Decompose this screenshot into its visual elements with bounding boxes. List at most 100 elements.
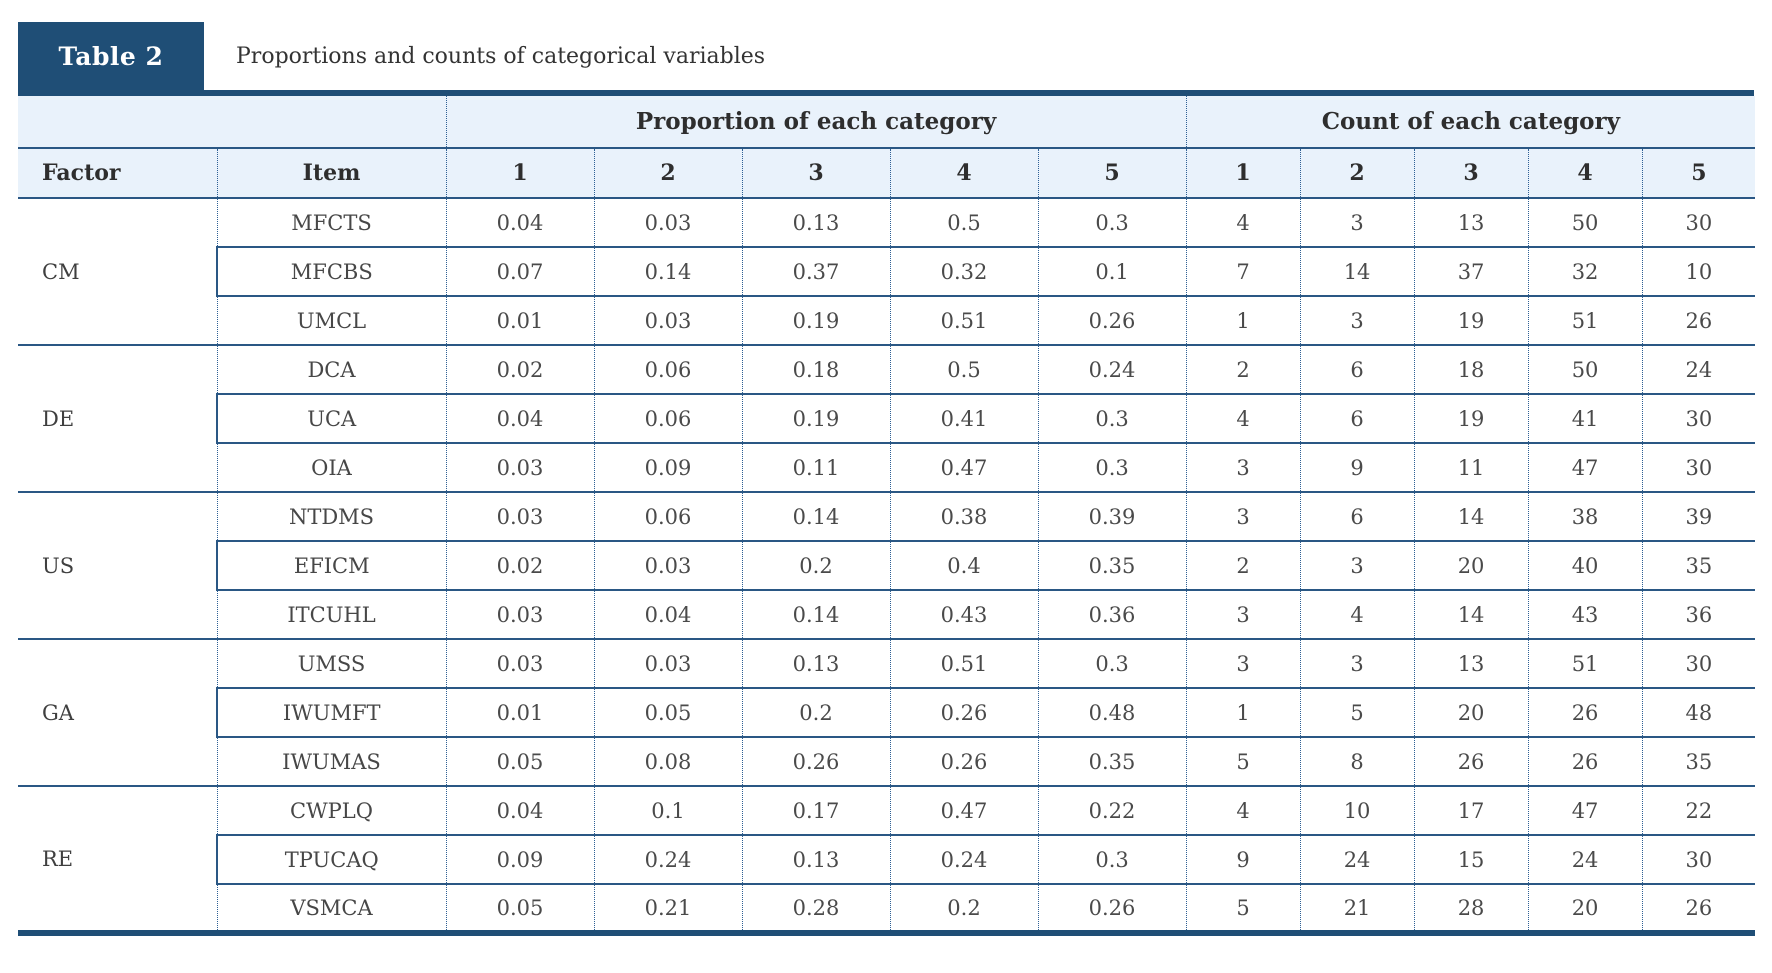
count-cell: 43 (1528, 590, 1643, 639)
col-header-item: Item (217, 148, 447, 199)
count-cell: 30 (1642, 834, 1756, 885)
count-cell: 4 (1300, 590, 1415, 639)
proportion-cell: 0.1 (1038, 246, 1187, 297)
proportion-cell: 0.13 (742, 638, 891, 688)
count-cell: 50 (1528, 344, 1643, 394)
table-number-badge: Table 2 (18, 22, 204, 90)
count-cell: 24 (1642, 344, 1756, 394)
proportion-cell: 0.03 (446, 638, 595, 688)
proportion-cell: 0.17 (742, 785, 891, 835)
proportion-cell: 0.43 (890, 590, 1039, 639)
proportion-cell: 0.14 (594, 246, 743, 297)
factor-cell: CM (18, 197, 218, 345)
table-row: DE DCA 0.02 0.06 0.18 0.5 0.24 2 6 18 50 24 (18, 344, 1756, 492)
count-cell: 18 (1414, 344, 1529, 394)
categorical-variables-table: Proportion of each category Count of eac… (18, 96, 1756, 936)
proportion-cell: 0.24 (1038, 344, 1187, 394)
item-cell: OIA (217, 443, 447, 492)
proportion-cell: 0.19 (742, 393, 891, 444)
item-cell: UMCL (217, 296, 447, 345)
proportion-cell: 0.03 (446, 590, 595, 639)
proportion-cell: 0.02 (446, 540, 595, 591)
count-cell: 26 (1685, 308, 1713, 333)
proportion-cell: 0.3 (1038, 834, 1187, 885)
proportion-cell: 0.11 (742, 443, 891, 492)
proportion-cell: 0.39 (1038, 491, 1187, 541)
table-caption-block: Table 2 Proportions and counts of catego… (18, 22, 1754, 96)
table-title: Proportions and counts of categorical va… (236, 43, 766, 69)
proportion-cell: 0.05 (446, 884, 595, 933)
proportion-cell: 0.3 (1038, 443, 1187, 492)
count-cell: 37 (1414, 246, 1529, 297)
proportion-cell: 0.1 (594, 785, 743, 835)
count-cell: 3 (1186, 491, 1301, 541)
table-row: UCA 0.04 0.06 0.19 0.41 0.3 4 6 19 41 30 (18, 393, 1756, 444)
count-cell: 48 (1642, 687, 1756, 738)
table-row: IWUMFT 0.01 0.05 0.2 0.26 0.48 1 5 20 26 48 (18, 687, 1756, 738)
col-header-count-2: 2 (1300, 148, 1415, 199)
count-cell: 3 (1186, 443, 1301, 492)
count-cell: 3 (1186, 638, 1301, 688)
col-header-prop-1: 1 (446, 148, 595, 199)
proportion-cell: 0.09 (446, 834, 595, 885)
proportion-cell: 0.3 (1038, 393, 1187, 444)
proportion-cell: 0.24 (890, 834, 1039, 885)
count-cell: 26 (1528, 737, 1643, 786)
proportion-cell: 0.07 (446, 246, 595, 297)
count-cell: 30 (1642, 197, 1756, 247)
proportion-cell: 0.37 (742, 246, 891, 297)
proportion-cell: 0.06 (594, 393, 743, 444)
count-cell: 20 (1414, 540, 1529, 591)
count-cell: 20 (1528, 884, 1643, 933)
count-cell: 24 (1300, 834, 1415, 885)
proportion-cell: 0.03 (594, 638, 743, 688)
factor-cell: DE (18, 344, 218, 492)
count-cell: 51 (1528, 296, 1643, 345)
count-cell: 14 (1414, 590, 1529, 639)
proportion-cell: 0.32 (890, 246, 1039, 297)
proportion-cell: 0.03 (446, 491, 595, 541)
col-header-prop-4: 4 (890, 148, 1039, 199)
count-cell: 13 (1414, 638, 1529, 688)
count-cell: 22 (1642, 785, 1756, 835)
proportion-cell: 0.26 (1038, 884, 1187, 933)
count-cell: 4 (1186, 197, 1301, 247)
table-row: MFCBS 0.07 0.14 0.37 0.32 0.1 7 14 37 32 10 (18, 246, 1756, 297)
proportion-cell: 0.13 (742, 197, 891, 247)
count-cell: 47 (1528, 785, 1643, 835)
item-cell: EFICM (216, 540, 447, 591)
proportion-cell: 0.08 (594, 737, 743, 786)
item-cell: UMSS (217, 638, 447, 688)
count-cell: 30 (1685, 455, 1713, 480)
count-cell: 3 (1300, 296, 1415, 345)
table-row: TPUCAQ 0.09 0.24 0.13 0.24 0.3 9 24 15 24 30 (18, 834, 1756, 885)
proportion-cell: 0.26 (742, 737, 891, 786)
count-cell: 21 (1300, 884, 1415, 933)
count-cell: 28 (1414, 884, 1529, 933)
proportion-cell: 0.04 (594, 590, 743, 639)
item-cell: NTDMS (217, 491, 447, 541)
count-cell: 38 (1528, 491, 1643, 541)
factor-cell: GA (18, 638, 218, 786)
count-cell: 50 (1528, 197, 1643, 247)
count-cell: 17 (1414, 785, 1529, 835)
item-cell: UCA (216, 393, 447, 444)
proportion-cell: 0.35 (1038, 737, 1187, 786)
col-header-count-1: 1 (1186, 148, 1301, 199)
count-cell: 14 (1300, 246, 1415, 297)
item-cell: MFCTS (217, 197, 447, 247)
col-header-prop-5: 5 (1038, 148, 1187, 199)
proportion-cell: 0.01 (446, 296, 595, 345)
count-cell: 3 (1300, 540, 1415, 591)
factor-cell: US (18, 491, 218, 639)
count-cell: 41 (1528, 393, 1643, 444)
proportion-cell: 0.28 (742, 884, 891, 933)
table-row: US NTDMS 0.03 0.06 0.14 0.38 0.39 3 6 14 38 39 (18, 491, 1756, 639)
item-cell: IWUMFT (216, 687, 447, 738)
proportion-cell: 0.2 (742, 687, 891, 738)
count-cell: 26 (1414, 737, 1529, 786)
count-cell: 19 (1414, 296, 1529, 345)
proportion-cell: 0.05 (446, 737, 595, 786)
table-row: EFICM 0.02 0.03 0.2 0.4 0.35 2 3 20 40 35 (18, 540, 1756, 591)
count-cell: 20 (1414, 687, 1529, 738)
